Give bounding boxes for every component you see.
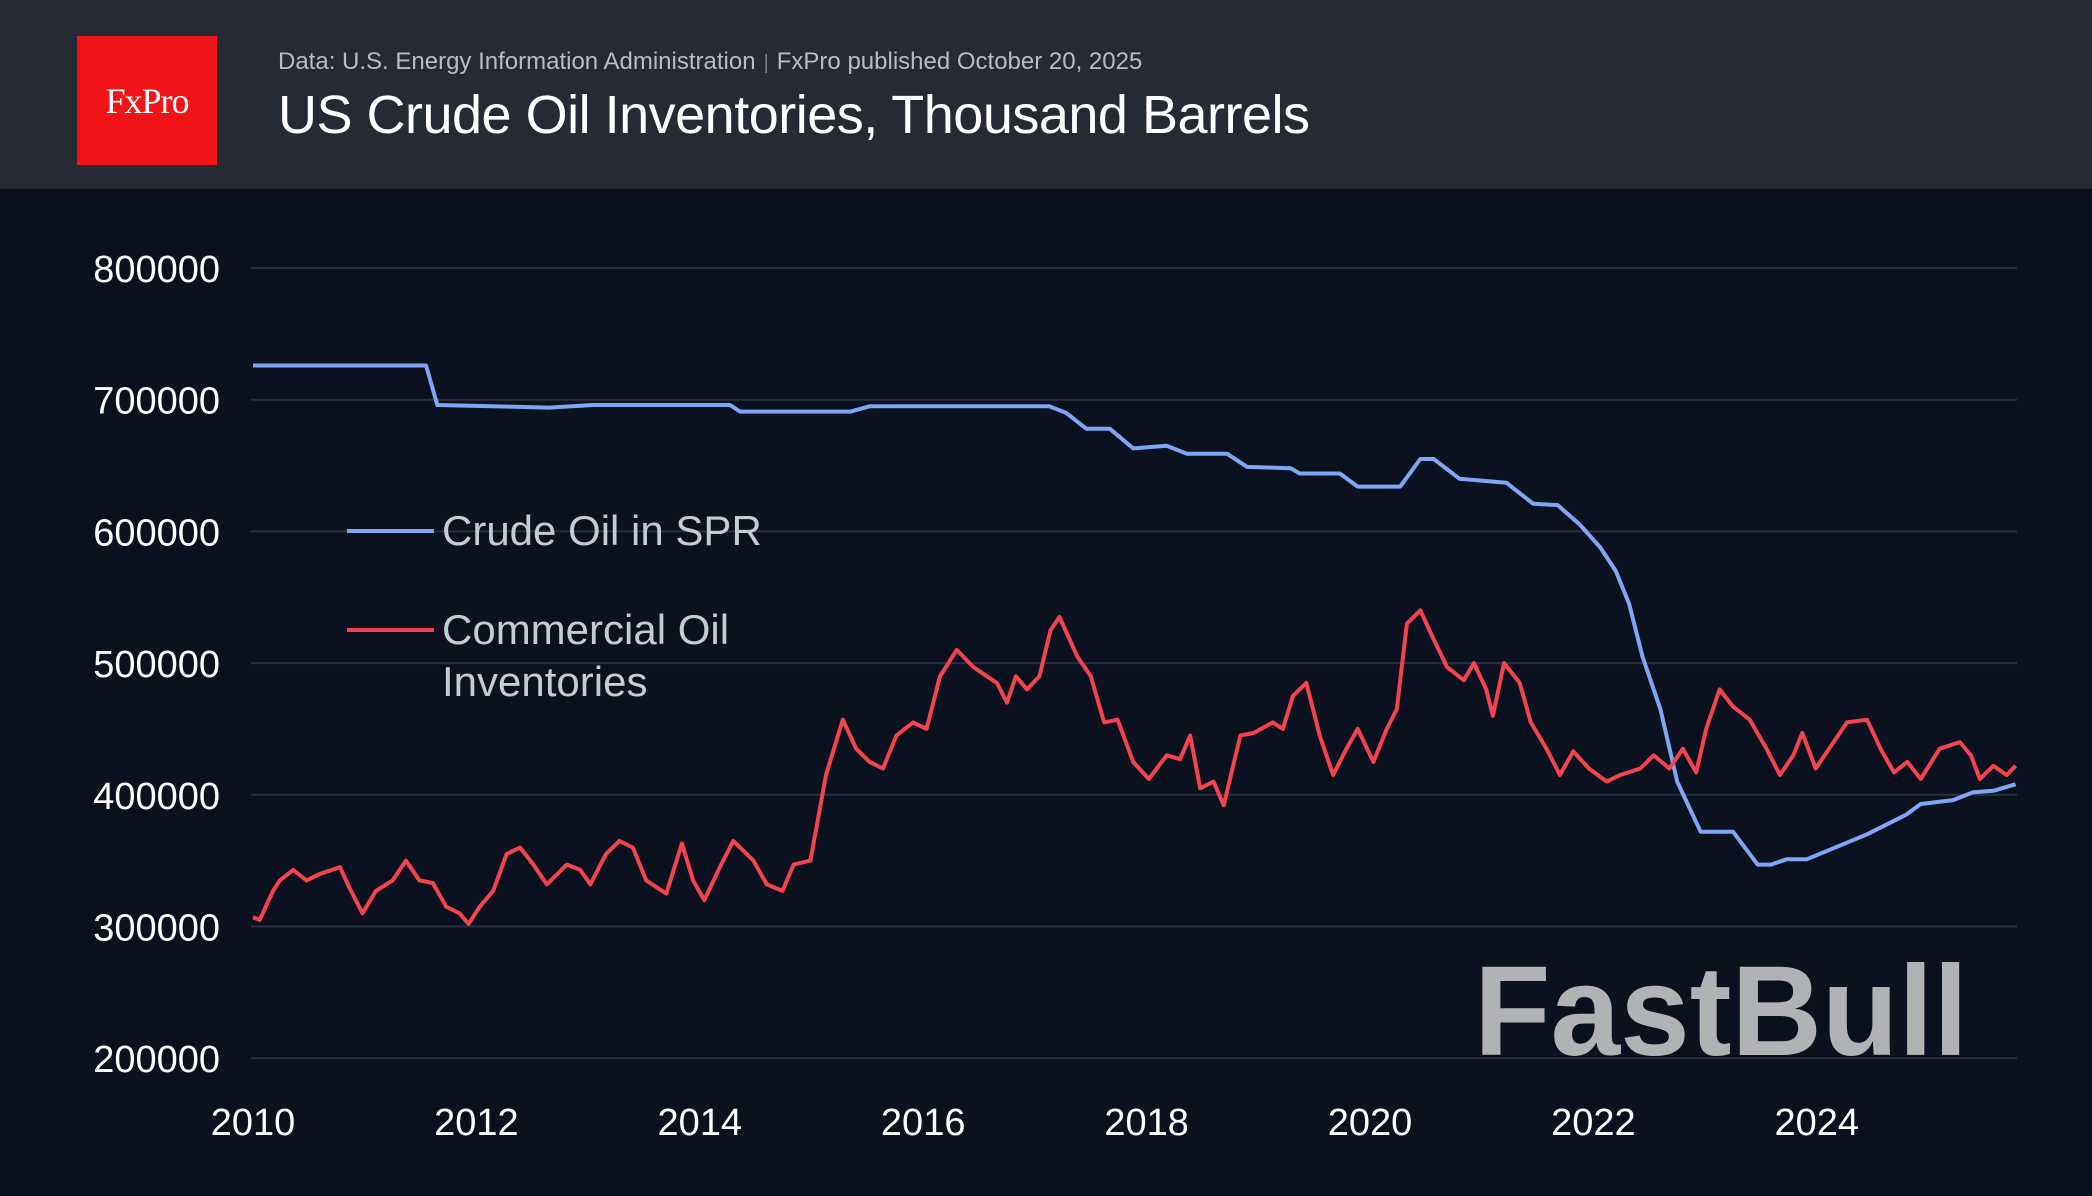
fastbull-watermark: FastBull <box>1474 940 1968 1083</box>
y-tick-label: 600000 <box>93 512 220 554</box>
x-tick-label: 2012 <box>434 1102 519 1144</box>
chart-header: FxPro Data: U.S. Energy Information Admi… <box>0 0 2092 189</box>
legend-label: Commercial Oil Inventories <box>442 606 729 705</box>
series-line-spr <box>253 363 2017 867</box>
chart-subtitle: Data: U.S. Energy Information Administra… <box>278 48 1142 76</box>
x-tick-label: 2020 <box>1328 1102 1413 1144</box>
x-tick-label: 2018 <box>1104 1102 1189 1144</box>
y-tick-label: 300000 <box>93 908 220 950</box>
legend-item: Commercial Oil Inventories <box>347 606 729 705</box>
x-tick-label: 2016 <box>881 1102 966 1144</box>
x-tick-label: 2010 <box>211 1102 296 1144</box>
x-tick-label: 2014 <box>658 1102 743 1144</box>
y-tick-label: 500000 <box>93 644 220 686</box>
gridlines <box>251 267 2017 1060</box>
legend-item: Crude Oil in SPR <box>347 507 762 554</box>
y-axis-ticks: 800000 700000 600000 500000 400000 300000 2000… <box>93 249 220 1081</box>
y-tick-label: 400000 <box>93 776 220 818</box>
published-date: FxPro published October 20, 2025 <box>776 48 1143 75</box>
y-tick-label: 800000 <box>93 249 220 291</box>
separator: | <box>763 52 769 74</box>
fxpro-logo: FxPro <box>77 36 217 165</box>
series-line-commercial <box>252 608 2018 926</box>
legend-label: Crude Oil in SPR <box>442 507 762 554</box>
y-tick-label: 200000 <box>93 1039 220 1081</box>
chart-title: US Crude Oil Inventories, Thousand Barre… <box>278 85 1310 145</box>
x-tick-label: 2024 <box>1775 1102 1860 1144</box>
legend: Crude Oil in SPR Commercial Oil Inventorie… <box>347 507 762 705</box>
y-tick-label: 700000 <box>93 381 220 423</box>
data-source: Data: U.S. Energy Information Administra… <box>278 48 756 75</box>
x-axis-ticks: 2010 2012 2014 2016 2018 2020 2022 2024 <box>211 1102 1859 1144</box>
series-lines <box>252 363 2018 926</box>
x-tick-label: 2022 <box>1551 1102 1636 1144</box>
